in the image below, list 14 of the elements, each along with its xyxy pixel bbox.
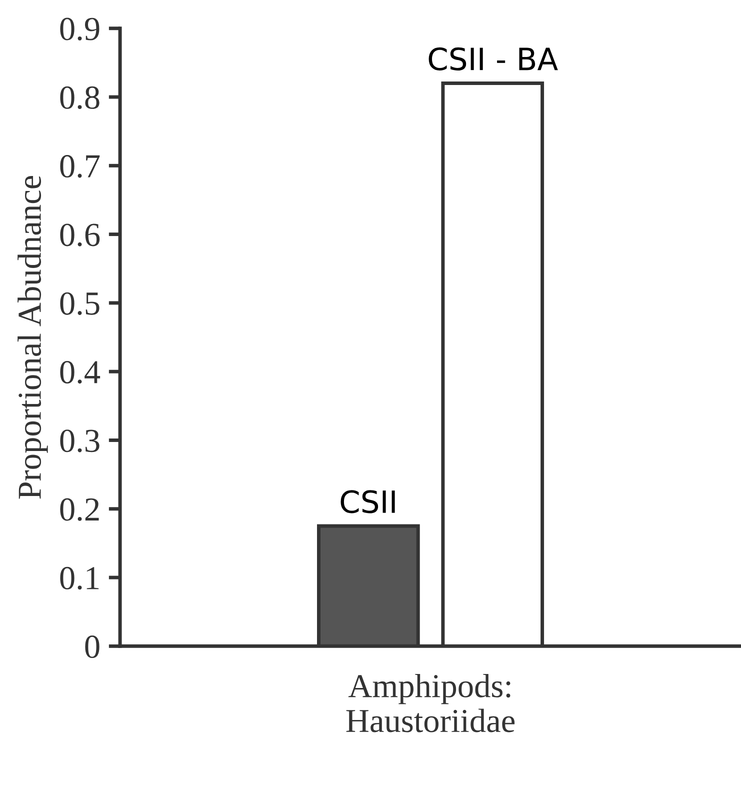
y-tick-label: 0.5 [60,292,100,315]
x-tick-label: Amphipods: Haustoriidae [346,674,515,732]
y-tick-label: 0.7 [60,155,100,178]
y-tick-label: 0.6 [60,224,100,246]
y-tick-label: 0.8 [60,86,100,110]
y-tick-label: 0.3 [60,430,100,452]
y-tick-label: 0 [85,636,100,658]
y-tick-label: 0.9 [60,18,100,40]
y-tick-label: 0.4 [60,360,100,384]
y-tick-label: 0.1 [60,566,99,590]
series-label: CSII - BA [428,47,558,70]
series-label: CSII [340,490,395,514]
y-tick-label: 0.2 [60,498,99,521]
y-axis-title: Proportional Abudnance [18,176,48,499]
